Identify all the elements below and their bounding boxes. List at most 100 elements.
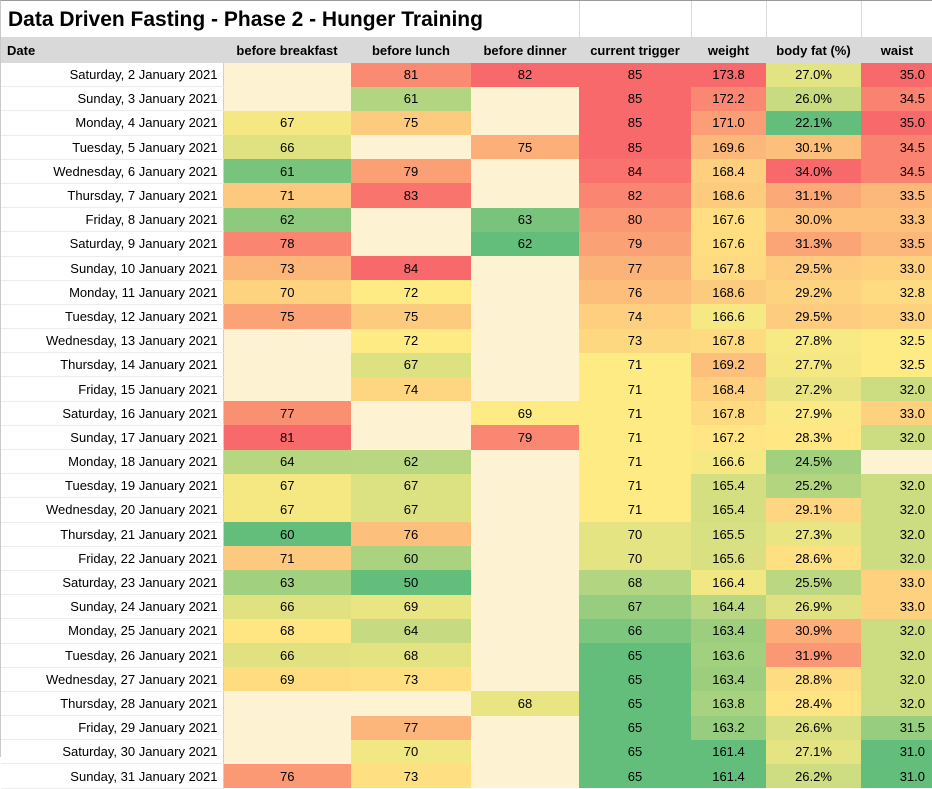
cell-breakfast[interactable]: 63: [223, 570, 351, 595]
cell-date[interactable]: Monday, 4 January 2021: [1, 110, 224, 136]
column-header-breakfast[interactable]: before breakfast: [223, 37, 351, 63]
cell-trigger[interactable]: 71: [579, 401, 691, 426]
cell-waist[interactable]: 34.5: [861, 86, 932, 111]
cell-dinner[interactable]: [471, 643, 579, 668]
cell-waist[interactable]: 31.5: [861, 715, 932, 740]
cell-waist[interactable]: [861, 449, 932, 474]
cell-lunch[interactable]: 67: [351, 473, 471, 498]
cell-waist[interactable]: 32.5: [861, 328, 932, 353]
cell-trigger[interactable]: 71: [579, 449, 691, 474]
cell-date[interactable]: Friday, 22 January 2021: [1, 546, 224, 571]
cell-lunch[interactable]: 77: [351, 715, 471, 740]
cell-lunch[interactable]: 81: [351, 63, 471, 87]
cell-trigger[interactable]: 66: [579, 618, 691, 643]
cell-dinner[interactable]: [471, 473, 579, 498]
cell-dinner[interactable]: [471, 304, 579, 329]
cell-dinner[interactable]: [471, 522, 579, 547]
cell-trigger[interactable]: 65: [579, 691, 691, 716]
cell-weight[interactable]: 163.4: [691, 667, 766, 692]
cell-breakfast[interactable]: 78: [223, 231, 351, 256]
cell-bodyfat[interactable]: 28.3%: [766, 425, 861, 450]
cell-bodyfat[interactable]: 26.6%: [766, 715, 861, 740]
cell-bodyfat[interactable]: 27.3%: [766, 522, 861, 547]
cell-trigger[interactable]: 74: [579, 304, 691, 329]
cell-lunch[interactable]: [351, 207, 471, 232]
cell-breakfast[interactable]: 76: [223, 763, 351, 789]
cell-lunch[interactable]: 84: [351, 256, 471, 281]
cell-lunch[interactable]: [351, 691, 471, 716]
cell-trigger[interactable]: 85: [579, 86, 691, 111]
cell-lunch[interactable]: 68: [351, 643, 471, 668]
cell-waist[interactable]: 32.5: [861, 352, 932, 377]
cell-trigger[interactable]: 85: [579, 63, 691, 87]
cell-date[interactable]: Thursday, 14 January 2021: [1, 352, 224, 378]
cell-bodyfat[interactable]: 30.1%: [766, 135, 861, 160]
cell-weight[interactable]: 167.8: [691, 401, 766, 426]
cell-date[interactable]: Tuesday, 19 January 2021: [1, 473, 224, 499]
cell-trigger[interactable]: 77: [579, 256, 691, 281]
cell-dinner[interactable]: [471, 594, 579, 619]
cell-bodyfat[interactable]: 24.5%: [766, 449, 861, 474]
cell-weight[interactable]: 163.4: [691, 618, 766, 643]
cell-bodyfat[interactable]: 26.0%: [766, 86, 861, 111]
cell-breakfast[interactable]: 73: [223, 256, 351, 281]
cell-trigger[interactable]: 71: [579, 425, 691, 450]
cell-bodyfat[interactable]: 27.0%: [766, 63, 861, 87]
cell-bodyfat[interactable]: 22.1%: [766, 110, 861, 136]
cell-bodyfat[interactable]: 27.9%: [766, 401, 861, 426]
cell-breakfast[interactable]: 68: [223, 618, 351, 643]
cell-weight[interactable]: 167.8: [691, 256, 766, 281]
cell-breakfast[interactable]: 66: [223, 594, 351, 619]
cell-dinner[interactable]: [471, 328, 579, 353]
cell-breakfast[interactable]: 62: [223, 207, 351, 232]
cell-trigger[interactable]: 71: [579, 497, 691, 523]
cell-dinner[interactable]: 79: [471, 425, 579, 450]
cell-breakfast[interactable]: [223, 739, 351, 764]
cell-dinner[interactable]: [471, 546, 579, 571]
cell-lunch[interactable]: 64: [351, 618, 471, 643]
cell-dinner[interactable]: [471, 376, 579, 402]
cell-trigger[interactable]: 70: [579, 522, 691, 547]
cell-breakfast[interactable]: 60: [223, 522, 351, 547]
cell-waist[interactable]: 32.0: [861, 497, 932, 523]
cell-dinner[interactable]: [471, 280, 579, 305]
cell-weight[interactable]: 168.4: [691, 376, 766, 402]
cell-lunch[interactable]: 69: [351, 594, 471, 619]
cell-weight[interactable]: 165.6: [691, 546, 766, 571]
cell-weight[interactable]: 169.2: [691, 352, 766, 377]
cell-lunch[interactable]: [351, 135, 471, 160]
cell-breakfast[interactable]: 61: [223, 159, 351, 184]
cell-weight[interactable]: 165.5: [691, 522, 766, 547]
cell-weight[interactable]: 167.8: [691, 328, 766, 353]
cell-waist[interactable]: 33.0: [861, 304, 932, 329]
cell-bodyfat[interactable]: 27.1%: [766, 739, 861, 764]
cell-date[interactable]: Thursday, 21 January 2021: [1, 522, 224, 547]
cell-lunch[interactable]: [351, 401, 471, 426]
cell-bodyfat[interactable]: 25.2%: [766, 473, 861, 498]
column-header-date[interactable]: Date: [1, 37, 223, 63]
cell-bodyfat[interactable]: 28.4%: [766, 691, 861, 716]
cell-breakfast[interactable]: [223, 63, 351, 87]
cell-waist[interactable]: 35.0: [861, 110, 932, 136]
cell-weight[interactable]: 166.6: [691, 449, 766, 474]
cell-date[interactable]: Monday, 25 January 2021: [1, 618, 224, 644]
cell-date[interactable]: Tuesday, 5 January 2021: [1, 135, 224, 160]
cell-date[interactable]: Friday, 29 January 2021: [1, 715, 224, 741]
cell-trigger[interactable]: 68: [579, 570, 691, 595]
cell-weight[interactable]: 161.4: [691, 739, 766, 764]
title-empty-cell[interactable]: [690, 1, 766, 38]
cell-waist[interactable]: 32.0: [861, 667, 932, 692]
cell-waist[interactable]: 33.0: [861, 594, 932, 619]
cell-weight[interactable]: 167.2: [691, 425, 766, 450]
cell-dinner[interactable]: [471, 449, 579, 474]
cell-bodyfat[interactable]: 26.2%: [766, 763, 861, 789]
cell-dinner[interactable]: [471, 570, 579, 595]
cell-bodyfat[interactable]: 29.2%: [766, 280, 861, 305]
cell-weight[interactable]: 163.6: [691, 643, 766, 668]
cell-waist[interactable]: 34.5: [861, 159, 932, 184]
cell-lunch[interactable]: [351, 425, 471, 450]
cell-bodyfat[interactable]: 27.8%: [766, 328, 861, 353]
cell-waist[interactable]: 32.0: [861, 376, 932, 402]
cell-waist[interactable]: 33.5: [861, 231, 932, 256]
cell-trigger[interactable]: 65: [579, 739, 691, 764]
